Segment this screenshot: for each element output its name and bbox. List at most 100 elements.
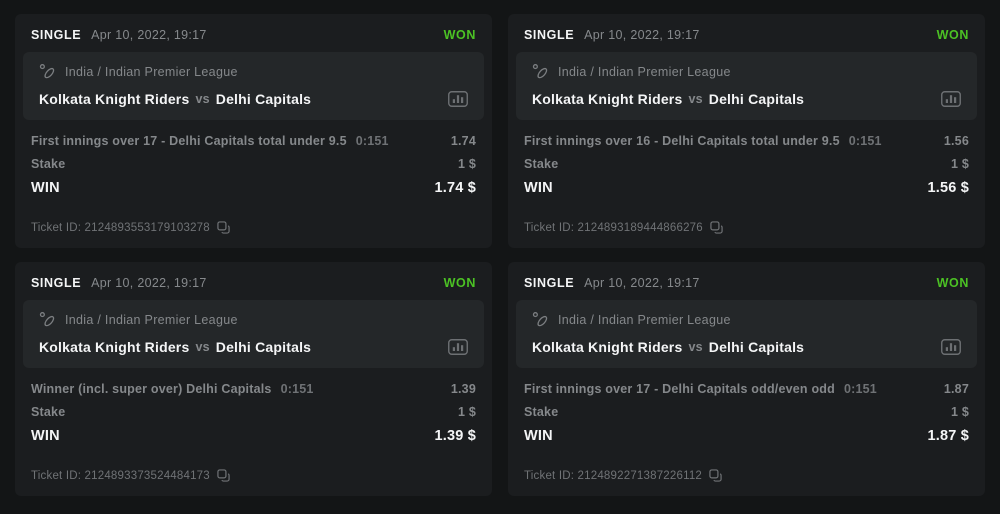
match-stats-button[interactable] [941,339,961,355]
vs-label: vs [195,92,210,106]
away-team: Delhi Capitals [708,91,805,107]
win-label: WIN [31,180,60,196]
stake-value: 1 $ [458,157,476,171]
win-row: WIN 1.87 $ [516,428,977,444]
stake-row: Stake 1 $ [516,405,977,419]
cricket-icon [532,311,549,328]
bet-selection-label: First innings over 17 - Delhi Capitals t… [31,134,347,148]
league-row: India / Indian Premier League [31,63,476,80]
match-stats-button[interactable] [448,339,468,355]
home-team: Kolkata Knight Riders [532,339,683,355]
bet-datetime: Apr 10, 2022, 19:17 [584,276,700,290]
match-stats-button[interactable] [941,91,961,107]
bet-selection-row: First innings over 16 - Delhi Capitals t… [516,134,977,148]
ticket-id-label: Ticket ID: [524,469,575,482]
win-value: 1.56 $ [927,180,969,196]
match-score: 0:151 [848,134,882,148]
bet-selection-label: First innings over 17 - Delhi Capitals o… [524,382,835,396]
stake-label: Stake [524,157,559,171]
win-label: WIN [31,428,60,444]
match-title-row: Kolkata Knight Riders vs Delhi Capitals [31,91,476,107]
ticket-id-value: 2124893189444866276 [577,221,703,234]
bet-type-label: SINGLE [31,28,82,42]
home-team: Kolkata Knight Riders [39,91,190,107]
win-value: 1.87 $ [927,428,969,444]
copy-ticket-id-icon[interactable] [217,469,230,482]
bet-selection-row: First innings over 17 - Delhi Capitals o… [516,382,977,396]
bet-selection-label: Winner (incl. super over) Delhi Capitals [31,382,272,396]
league-row: India / Indian Premier League [524,63,969,80]
match-score: 0:151 [280,382,314,396]
ticket-header: SINGLE Apr 10, 2022, 19:17 WON [516,26,977,42]
status-badge: WON [443,28,476,42]
win-row: WIN 1.39 $ [23,428,484,444]
ticket-id-value: 2124892271387226112 [577,469,703,482]
match-panel: India / Indian Premier League Kolkata Kn… [516,52,977,120]
win-value: 1.74 $ [434,180,476,196]
bet-selection-row: Winner (incl. super over) Delhi Capitals… [23,382,484,396]
stake-label: Stake [31,157,66,171]
bet-type-label: SINGLE [524,276,575,290]
bet-type-label: SINGLE [31,276,82,290]
home-team: Kolkata Knight Riders [39,339,190,355]
stake-value: 1 $ [951,405,969,419]
ticket-id-label: Ticket ID: [31,469,82,482]
bet-selection-label: First innings over 16 - Delhi Capitals t… [524,134,840,148]
ticket-header: SINGLE Apr 10, 2022, 19:17 WON [23,26,484,42]
ticket-id-value: 2124893553179103278 [84,221,210,234]
home-team: Kolkata Knight Riders [532,91,683,107]
match-stats-button[interactable] [448,91,468,107]
bet-datetime: Apr 10, 2022, 19:17 [91,28,207,42]
ticket-header: SINGLE Apr 10, 2022, 19:17 WON [23,274,484,290]
bet-ticket-card-1: SINGLE Apr 10, 2022, 19:17 WON India / I… [15,14,492,248]
copy-ticket-id-icon[interactable] [709,469,722,482]
vs-label: vs [688,340,703,354]
bet-datetime: Apr 10, 2022, 19:17 [91,276,207,290]
stake-label: Stake [31,405,66,419]
ticket-id-label: Ticket ID: [524,221,575,234]
copy-ticket-id-icon[interactable] [217,221,230,234]
vs-label: vs [195,340,210,354]
bet-selection-row: First innings over 17 - Delhi Capitals t… [23,134,484,148]
status-badge: WON [936,28,969,42]
ticket-id-row: Ticket ID: 2124893373524484173 [23,469,484,482]
ticket-id-row: Ticket ID: 2124893553179103278 [23,221,484,234]
away-team: Delhi Capitals [215,91,312,107]
bet-ticket-card-3: SINGLE Apr 10, 2022, 19:17 WON India / I… [15,262,492,496]
bet-odds: 1.87 [943,382,969,396]
match-title-row: Kolkata Knight Riders vs Delhi Capitals [524,339,969,355]
win-label: WIN [524,180,553,196]
match-panel: India / Indian Premier League Kolkata Kn… [516,300,977,368]
bet-odds: 1.39 [450,382,476,396]
ticket-id-row: Ticket ID: 2124892271387226112 [516,469,977,482]
bet-datetime: Apr 10, 2022, 19:17 [584,28,700,42]
win-row: WIN 1.74 $ [23,180,484,196]
stake-value: 1 $ [951,157,969,171]
league-label: India / Indian Premier League [558,312,731,327]
bet-type-label: SINGLE [524,28,575,42]
status-badge: WON [936,276,969,290]
stake-row: Stake 1 $ [23,157,484,171]
match-panel: India / Indian Premier League Kolkata Kn… [23,300,484,368]
match-title-row: Kolkata Knight Riders vs Delhi Capitals [31,339,476,355]
match-score: 0:151 [843,382,877,396]
win-value: 1.39 $ [434,428,476,444]
ticket-id-label: Ticket ID: [31,221,82,234]
league-label: India / Indian Premier League [558,64,731,79]
vs-label: vs [688,92,703,106]
away-team: Delhi Capitals [708,339,805,355]
status-badge: WON [443,276,476,290]
cricket-icon [532,63,549,80]
bet-odds: 1.74 [450,134,476,148]
bet-odds: 1.56 [943,134,969,148]
league-row: India / Indian Premier League [524,311,969,328]
win-row: WIN 1.56 $ [516,180,977,196]
stake-row: Stake 1 $ [23,405,484,419]
league-label: India / Indian Premier League [65,64,238,79]
league-row: India / Indian Premier League [31,311,476,328]
stake-label: Stake [524,405,559,419]
copy-ticket-id-icon[interactable] [710,221,723,234]
win-label: WIN [524,428,553,444]
bet-ticket-card-4: SINGLE Apr 10, 2022, 19:17 WON India / I… [508,262,985,496]
